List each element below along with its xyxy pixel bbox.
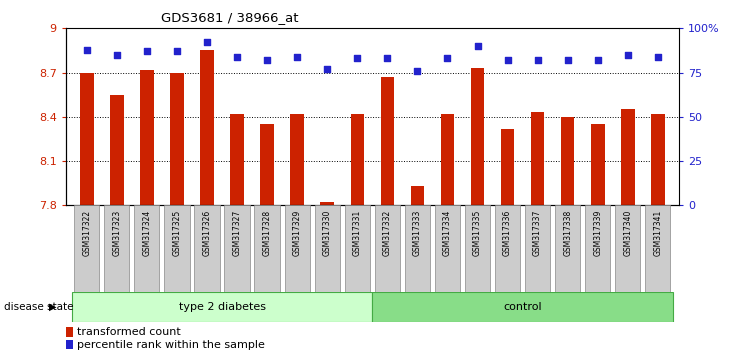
FancyBboxPatch shape <box>72 292 372 322</box>
Text: GSM317322: GSM317322 <box>82 210 91 256</box>
Text: GSM317333: GSM317333 <box>413 210 422 256</box>
Bar <box>230 114 244 205</box>
Text: type 2 diabetes: type 2 diabetes <box>179 302 266 312</box>
FancyBboxPatch shape <box>615 205 640 294</box>
Text: GSM317341: GSM317341 <box>653 210 662 256</box>
Point <box>531 57 543 63</box>
Point <box>171 48 182 54</box>
FancyBboxPatch shape <box>74 205 99 294</box>
Point <box>291 54 303 59</box>
Bar <box>471 68 484 205</box>
Bar <box>621 109 634 205</box>
Bar <box>140 70 153 205</box>
Bar <box>591 124 604 205</box>
Point <box>231 54 243 59</box>
Bar <box>411 186 424 205</box>
Point <box>382 56 393 61</box>
Point <box>351 56 363 61</box>
FancyBboxPatch shape <box>585 205 610 294</box>
Text: GSM317329: GSM317329 <box>293 210 301 256</box>
Text: GSM317323: GSM317323 <box>112 210 121 256</box>
FancyBboxPatch shape <box>374 205 400 294</box>
FancyBboxPatch shape <box>645 205 670 294</box>
FancyBboxPatch shape <box>285 205 310 294</box>
Bar <box>170 73 184 205</box>
Point <box>201 40 213 45</box>
FancyBboxPatch shape <box>164 205 190 294</box>
Point <box>141 48 153 54</box>
Point <box>622 52 634 58</box>
Bar <box>651 114 664 205</box>
Bar <box>80 73 93 205</box>
Text: GSM317328: GSM317328 <box>263 210 272 256</box>
FancyBboxPatch shape <box>224 205 250 294</box>
Text: GSM317327: GSM317327 <box>233 210 242 256</box>
FancyBboxPatch shape <box>495 205 520 294</box>
FancyBboxPatch shape <box>525 205 550 294</box>
FancyBboxPatch shape <box>465 205 490 294</box>
Text: control: control <box>503 302 542 312</box>
Text: GSM317330: GSM317330 <box>323 210 331 256</box>
Bar <box>350 114 364 205</box>
Point <box>321 66 333 72</box>
FancyBboxPatch shape <box>104 205 129 294</box>
Bar <box>380 77 394 205</box>
Bar <box>66 327 73 337</box>
Point <box>111 52 123 58</box>
Bar <box>320 202 334 205</box>
Bar <box>66 340 73 349</box>
Text: GSM317335: GSM317335 <box>473 210 482 256</box>
Point <box>442 56 453 61</box>
Point <box>412 68 423 74</box>
FancyBboxPatch shape <box>255 205 280 294</box>
Text: percentile rank within the sample: percentile rank within the sample <box>77 339 264 349</box>
Text: disease state: disease state <box>4 302 73 312</box>
Text: GSM317325: GSM317325 <box>172 210 182 256</box>
FancyBboxPatch shape <box>372 292 673 322</box>
Text: GSM317332: GSM317332 <box>383 210 392 256</box>
Bar <box>441 114 454 205</box>
FancyBboxPatch shape <box>315 205 340 294</box>
Text: GSM317338: GSM317338 <box>563 210 572 256</box>
Text: GSM317340: GSM317340 <box>623 210 632 256</box>
Text: ▶: ▶ <box>50 302 57 312</box>
FancyBboxPatch shape <box>435 205 460 294</box>
Text: GSM317326: GSM317326 <box>202 210 212 256</box>
Text: GSM317339: GSM317339 <box>593 210 602 256</box>
FancyBboxPatch shape <box>134 205 159 294</box>
Bar <box>200 51 214 205</box>
Bar <box>110 95 123 205</box>
Text: GSM317336: GSM317336 <box>503 210 512 256</box>
Point <box>502 57 513 63</box>
Bar <box>531 113 545 205</box>
Bar <box>261 124 274 205</box>
Bar <box>291 114 304 205</box>
Bar <box>501 129 515 205</box>
Text: GSM317324: GSM317324 <box>142 210 151 256</box>
Text: GSM317331: GSM317331 <box>353 210 362 256</box>
Point <box>261 57 273 63</box>
FancyBboxPatch shape <box>345 205 370 294</box>
FancyBboxPatch shape <box>194 205 220 294</box>
Point <box>652 54 664 59</box>
Bar <box>561 117 575 205</box>
FancyBboxPatch shape <box>555 205 580 294</box>
Text: GSM317337: GSM317337 <box>533 210 542 256</box>
Point <box>472 43 483 49</box>
Text: transformed count: transformed count <box>77 327 180 337</box>
Text: GDS3681 / 38966_at: GDS3681 / 38966_at <box>161 11 298 24</box>
Point <box>592 57 604 63</box>
Point <box>81 47 93 52</box>
Point <box>562 57 574 63</box>
FancyBboxPatch shape <box>404 205 430 294</box>
Text: GSM317334: GSM317334 <box>443 210 452 256</box>
